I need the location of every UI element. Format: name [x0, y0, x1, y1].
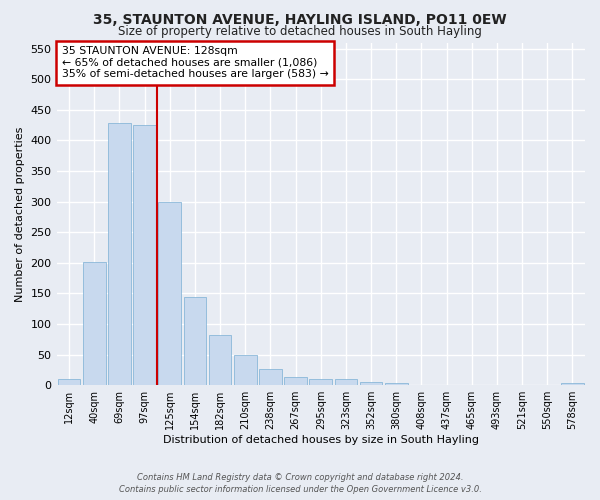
Text: Size of property relative to detached houses in South Hayling: Size of property relative to detached ho… [118, 25, 482, 38]
Y-axis label: Number of detached properties: Number of detached properties [15, 126, 25, 302]
Bar [83, 262, 106, 385]
Bar [234, 354, 257, 385]
Bar [58, 379, 80, 385]
Bar [284, 378, 307, 385]
Bar [184, 297, 206, 385]
X-axis label: Distribution of detached houses by size in South Hayling: Distribution of detached houses by size … [163, 435, 479, 445]
Bar [360, 382, 382, 385]
Text: Contains HM Land Registry data © Crown copyright and database right 2024.
Contai: Contains HM Land Registry data © Crown c… [119, 472, 481, 494]
Bar [108, 124, 131, 385]
Bar [209, 335, 232, 385]
Bar [259, 370, 282, 385]
Bar [310, 379, 332, 385]
Bar [335, 379, 357, 385]
Text: 35, STAUNTON AVENUE, HAYLING ISLAND, PO11 0EW: 35, STAUNTON AVENUE, HAYLING ISLAND, PO1… [93, 12, 507, 26]
Bar [385, 384, 407, 385]
Bar [158, 202, 181, 385]
Bar [561, 384, 584, 385]
Bar [133, 125, 156, 385]
Text: 35 STAUNTON AVENUE: 128sqm
← 65% of detached houses are smaller (1,086)
35% of s: 35 STAUNTON AVENUE: 128sqm ← 65% of deta… [62, 46, 329, 79]
